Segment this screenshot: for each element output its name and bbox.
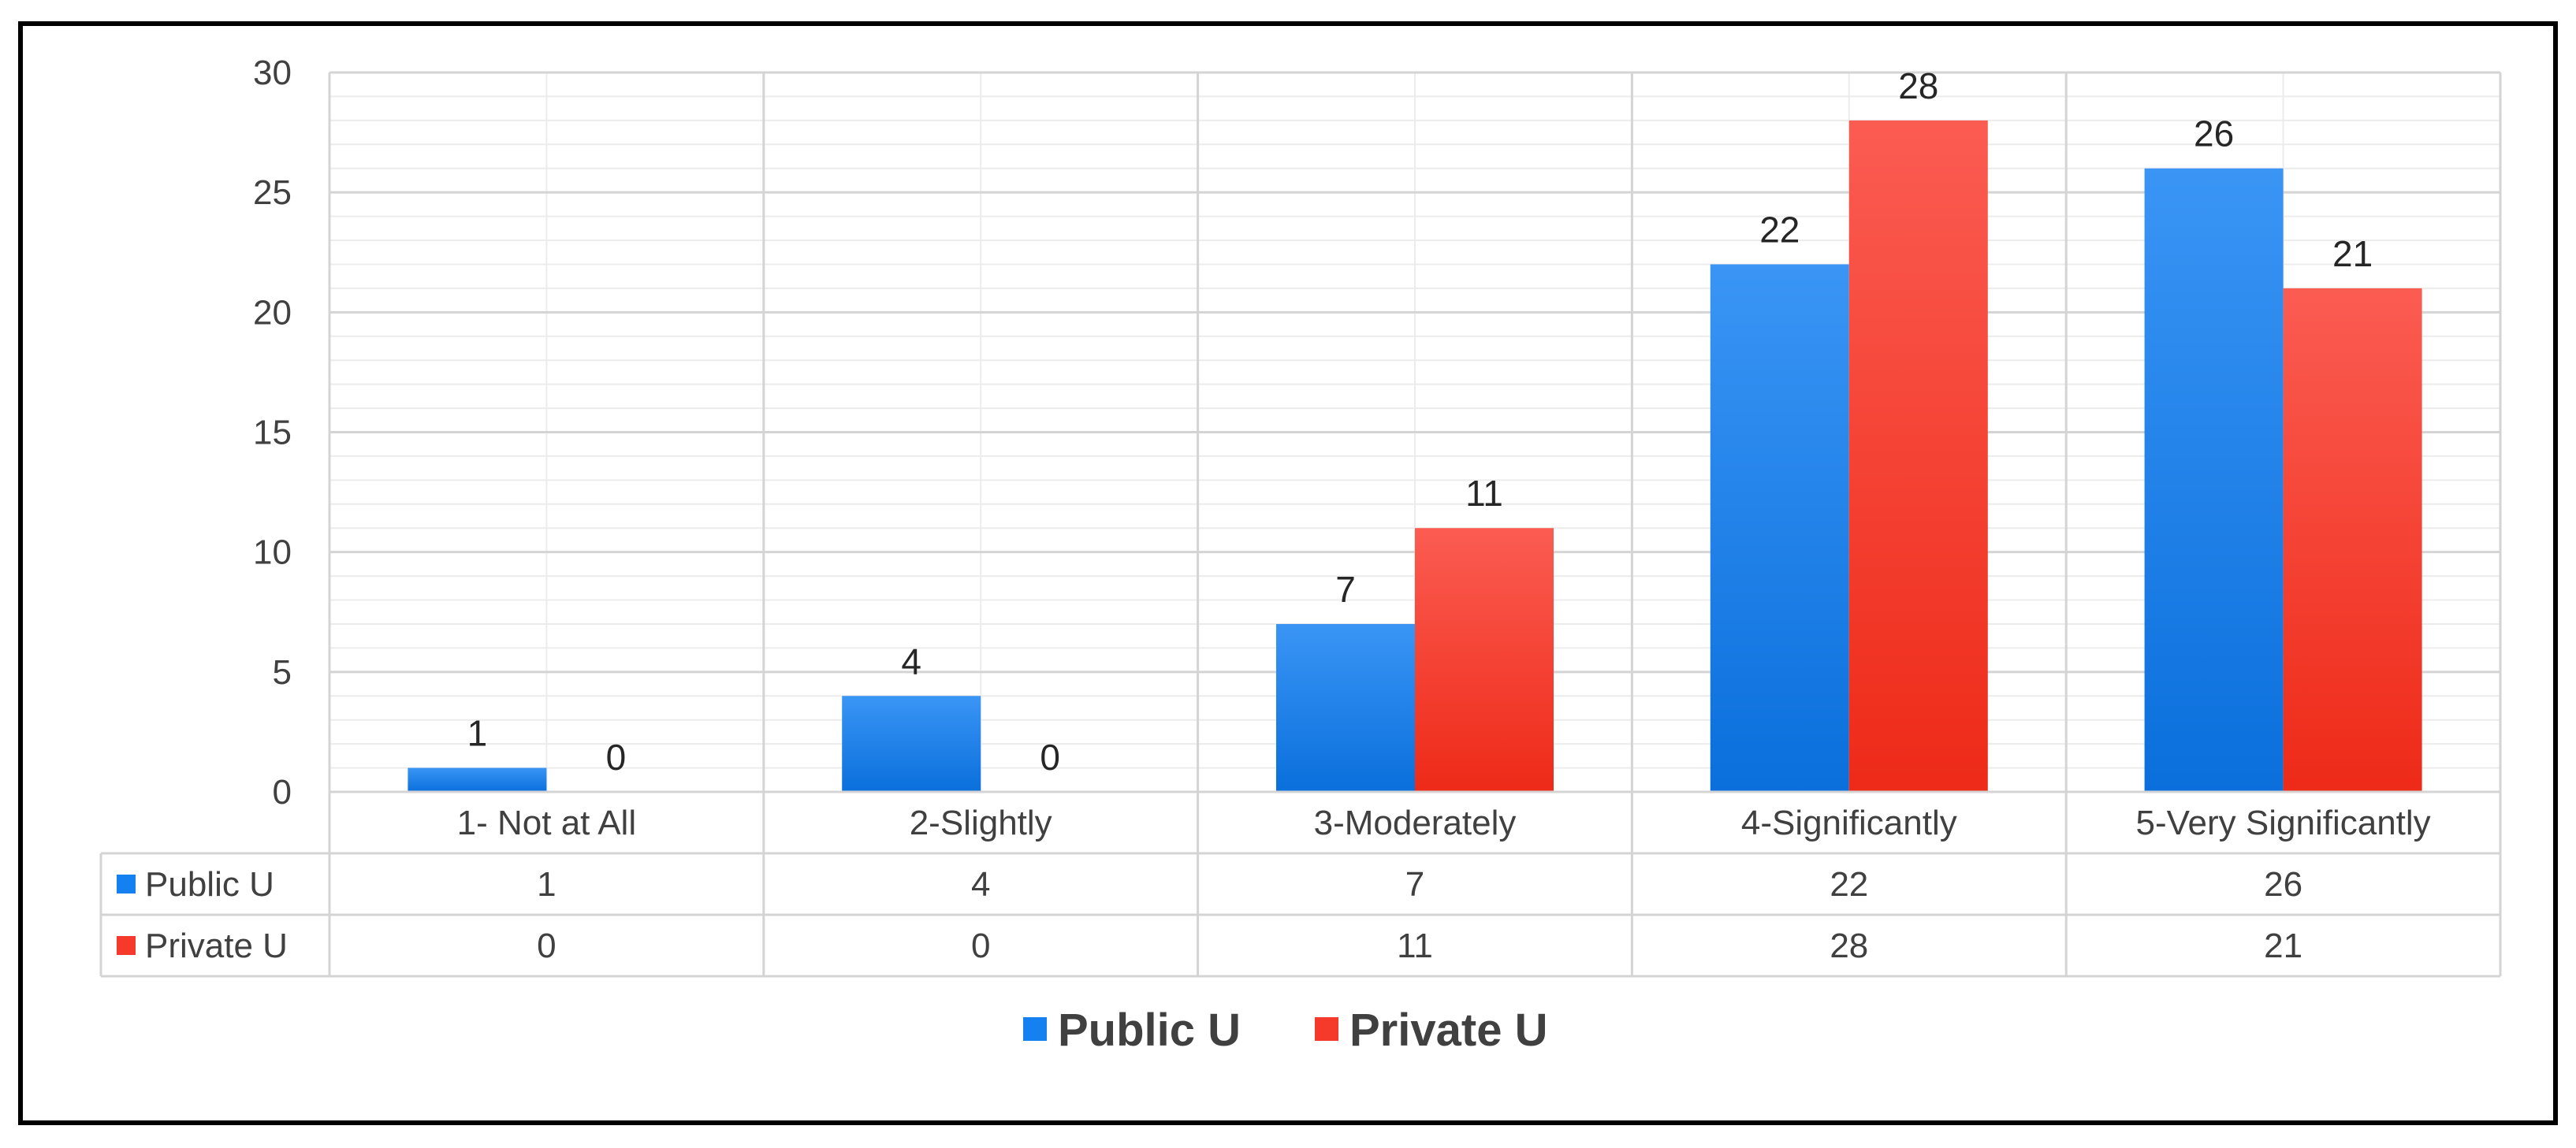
gridlines bbox=[328, 71, 2502, 793]
bar-public-u bbox=[1710, 264, 1849, 792]
data-label: 26 bbox=[2194, 113, 2234, 154]
table-legend-key bbox=[117, 936, 136, 955]
y-axis: 0 5 10 15 20 25 30 bbox=[253, 54, 292, 812]
bar-public-u bbox=[842, 696, 981, 792]
bar-public-u bbox=[1276, 623, 1415, 792]
legend-swatch bbox=[1315, 1017, 1338, 1041]
y-tick-label: 10 bbox=[253, 533, 292, 572]
data-label: 4 bbox=[901, 641, 921, 682]
data-label: 22 bbox=[1759, 209, 1800, 250]
table-series-label: Public U bbox=[145, 865, 274, 904]
x-tick-label: 4-Significantly bbox=[1741, 804, 1957, 842]
table-cell: 11 bbox=[1397, 927, 1433, 965]
table-series-label: Private U bbox=[145, 927, 288, 965]
bar-private-u bbox=[2283, 288, 2422, 792]
data-label: 7 bbox=[1335, 569, 1356, 610]
legend: Public U Private U bbox=[1023, 1005, 1547, 1056]
y-tick-label: 20 bbox=[253, 293, 292, 332]
x-tick-label: 2-Slightly bbox=[910, 804, 1052, 842]
table-cell: 0 bbox=[537, 927, 556, 965]
table-cell: 28 bbox=[1830, 927, 1868, 965]
bars: 1 0 4 0 7 11 22 28 26 21 bbox=[408, 65, 2422, 792]
x-tick-label: 3-Moderately bbox=[1314, 804, 1517, 842]
table-cell: 4 bbox=[971, 865, 990, 904]
legend-label: Private U bbox=[1349, 1005, 1547, 1056]
bar-public-u bbox=[408, 767, 547, 792]
data-table: 1- Not at All 2-Slightly 3-Moderately 4-Sig… bbox=[99, 790, 2502, 978]
bar-public-u bbox=[2144, 168, 2284, 792]
data-label: 21 bbox=[2332, 233, 2373, 274]
data-label: 0 bbox=[1040, 737, 1060, 778]
y-tick-label: 15 bbox=[253, 414, 292, 452]
data-label: 0 bbox=[606, 737, 627, 778]
bar-private-u bbox=[1848, 120, 1988, 792]
legend-label: Public U bbox=[1058, 1005, 1241, 1056]
y-tick-label: 0 bbox=[273, 773, 292, 812]
table-cell: 26 bbox=[2264, 865, 2302, 904]
table-cell: 7 bbox=[1405, 865, 1424, 904]
table-legend-key bbox=[117, 875, 136, 894]
data-label: 28 bbox=[1898, 65, 1938, 106]
table-cell: 21 bbox=[2264, 927, 2302, 965]
legend-swatch bbox=[1023, 1017, 1047, 1041]
y-tick-label: 25 bbox=[253, 173, 292, 212]
x-tick-label: 5-Very Significantly bbox=[2136, 804, 2431, 842]
table-cell: 22 bbox=[1830, 865, 1868, 904]
y-tick-label: 30 bbox=[253, 54, 292, 92]
chart-frame bbox=[18, 21, 2558, 1125]
data-label: 1 bbox=[467, 713, 488, 754]
bar-private-u bbox=[1415, 528, 1554, 792]
y-tick-label: 5 bbox=[273, 653, 292, 692]
data-label: 11 bbox=[1465, 473, 1503, 514]
table-cell: 1 bbox=[537, 865, 556, 904]
x-tick-label: 1- Not at All bbox=[457, 804, 636, 842]
table-cell: 0 bbox=[971, 927, 990, 965]
